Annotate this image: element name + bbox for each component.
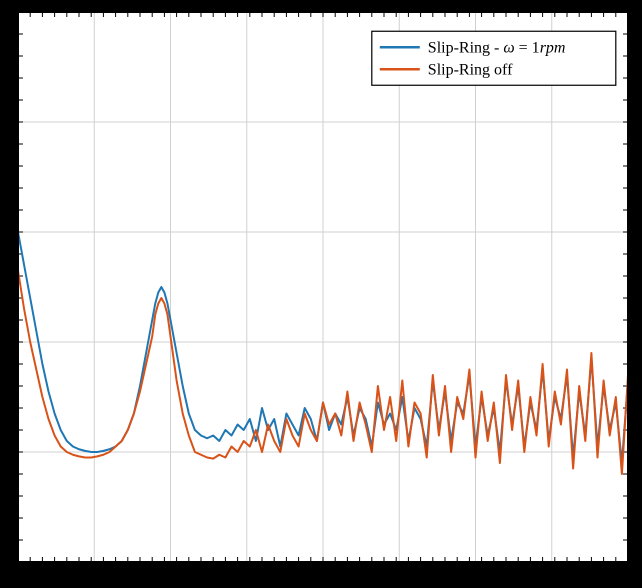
chart-container: { "chart": { "type": "line", "background… <box>0 0 642 588</box>
legend-label-0: Slip-Ring - ω = 1rpm <box>428 39 566 56</box>
legend-label-1: Slip-Ring off <box>428 61 513 78</box>
line-chart: Slip-Ring - ω = 1rpm Slip-Ring off <box>0 0 642 588</box>
legend: Slip-Ring - ω = 1rpm Slip-Ring off <box>372 31 616 85</box>
